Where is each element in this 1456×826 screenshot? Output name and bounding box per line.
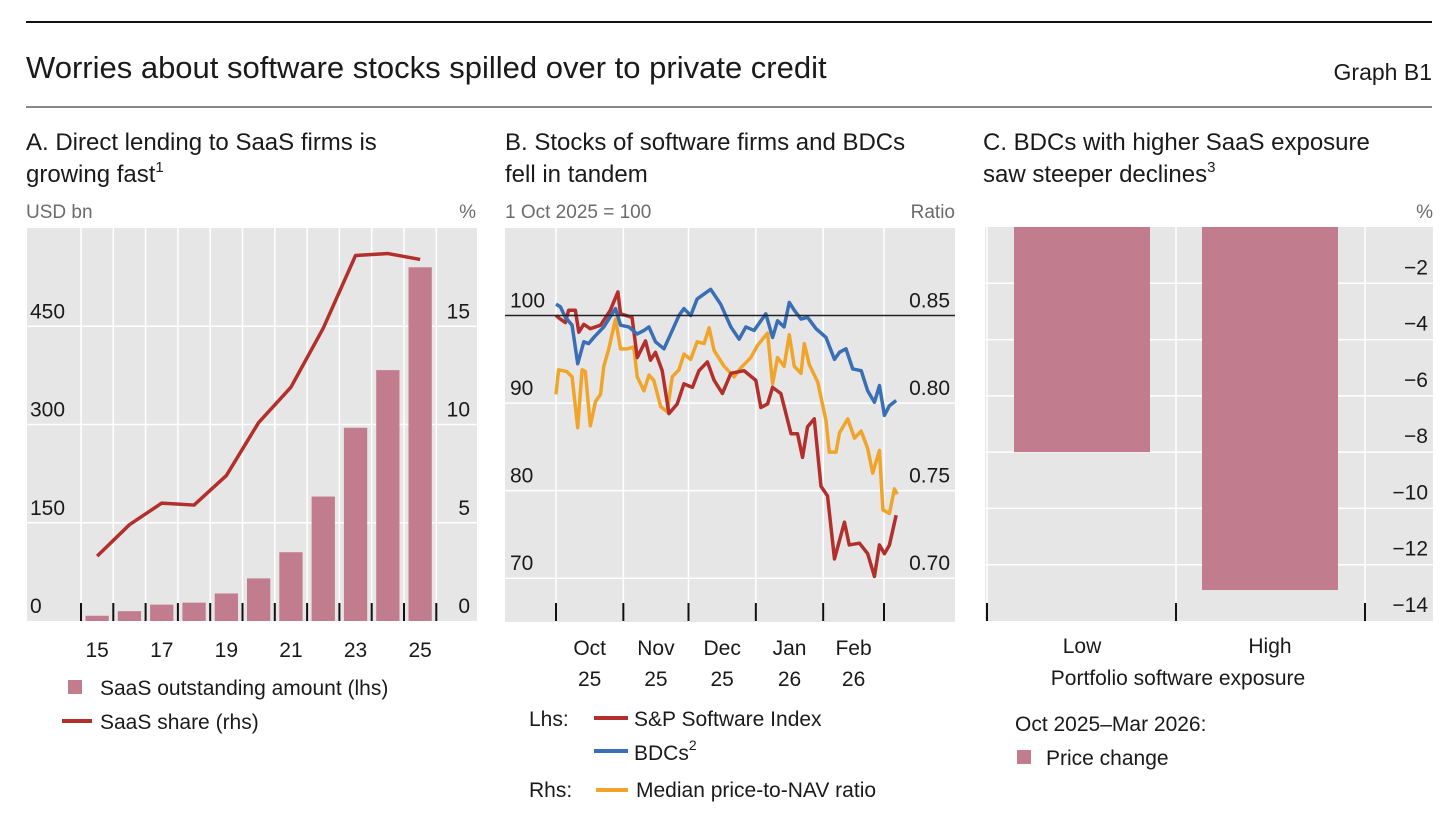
y-left-tick-label: 90: [510, 377, 533, 400]
bar-23: [343, 427, 368, 621]
y-tick-label: −12: [1392, 538, 1428, 561]
bar-24: [376, 370, 400, 621]
y-tick-label: −14: [1392, 594, 1428, 617]
y-left-tick-label: 100: [510, 290, 545, 313]
x-tick-label: 25: [408, 639, 431, 662]
series-line-blue: [555, 287, 898, 418]
panel-b-title-1: B. Stocks of software firms and BDCs: [505, 129, 905, 156]
legend-bar-swatch: [68, 680, 82, 694]
y-left-tick-label: 150: [30, 497, 65, 520]
bar-low: [1014, 227, 1150, 453]
y-right-tick-label: 0.80: [909, 377, 950, 400]
y-tick-label: −6: [1404, 369, 1428, 392]
y-right-tick-label: 0.75: [909, 465, 950, 488]
legend-price-change: Price change: [1046, 747, 1169, 770]
x-year-label: 25: [710, 668, 733, 691]
legend-price-to-nav: Median price-to-NAV ratio: [636, 779, 876, 802]
legend-saas-amount: SaaS outstanding amount (lhs): [100, 677, 388, 700]
bar-22: [311, 496, 335, 621]
bar-18: [182, 602, 206, 621]
panel-c-right-unit: %: [1416, 202, 1433, 223]
panel-b-right-unit: Ratio: [911, 202, 955, 223]
y-tick-label: −8: [1404, 425, 1428, 448]
panel-c-legend-title: Oct 2025–Mar 2026:: [1015, 713, 1206, 736]
bar-19: [214, 593, 238, 621]
legend-rhs-label: Rhs:: [529, 779, 572, 802]
series-line-yellow: [554, 317, 899, 516]
legend-bdcs: BDCs2: [634, 737, 697, 765]
x-year-label: 26: [778, 668, 801, 691]
y-tick-label: −10: [1392, 481, 1428, 504]
y-right-tick-label: 15: [447, 300, 470, 323]
y-right-tick-label: 0.85: [909, 290, 950, 313]
x-year-label: 25: [644, 668, 667, 691]
panel-c-title-2: saw steeper declines3: [983, 159, 1215, 188]
bar-21: [279, 552, 303, 621]
y-tick-label: −4: [1404, 313, 1428, 336]
saas-share-line: [95, 251, 421, 558]
x-category-label: Low: [1063, 635, 1102, 658]
x-category-label: High: [1248, 635, 1291, 658]
x-tick-label: 23: [344, 639, 367, 662]
bar-high: [1202, 227, 1338, 591]
panel-c-title-1: C. BDCs with higher SaaS exposure: [983, 129, 1370, 156]
panel-a-left-unit: USD bn: [26, 202, 93, 223]
panel-b-title-2: fell in tandem: [505, 161, 648, 188]
panel-b-plot-area: [505, 228, 955, 622]
panel-b: B. Stocks of software firms and BDCs fel…: [505, 129, 955, 802]
panel-a-title-2: growing fast1: [26, 159, 164, 188]
legend-price-change-swatch: [1017, 750, 1031, 764]
graph-id: Graph B1: [1334, 59, 1432, 85]
x-tick-label: 21: [279, 639, 302, 662]
y-left-tick-label: 70: [510, 552, 533, 575]
y-right-tick-label: 0: [458, 595, 470, 618]
legend-sp-software: S&P Software Index: [634, 708, 822, 731]
bar-20: [247, 578, 271, 621]
legend-saas-share: SaaS share (rhs): [100, 711, 259, 734]
panel-b-left-unit: 1 Oct 2025 = 100: [505, 202, 651, 223]
x-tick-label: 15: [85, 639, 108, 662]
bar-15: [85, 615, 109, 621]
y-left-tick-label: 0: [30, 595, 42, 618]
x-month-label: Oct: [573, 637, 606, 660]
panel-a-title-1: A. Direct lending to SaaS firms is: [26, 129, 377, 156]
x-tick-label: 19: [215, 639, 238, 662]
y-right-tick-label: 0.70: [909, 552, 950, 575]
x-tick-label: 17: [150, 639, 173, 662]
panel-c-xlabel: Portfolio software exposure: [1051, 667, 1305, 690]
y-left-tick-label: 80: [510, 465, 533, 488]
panel-a-right-unit: %: [459, 202, 476, 223]
panel-c: C. BDCs with higher SaaS exposure saw st…: [983, 129, 1433, 770]
figure-title: Worries about software stocks spilled ov…: [26, 50, 827, 85]
panel-a: A. Direct lending to SaaS firms is growi…: [26, 129, 477, 734]
y-right-tick-label: 10: [447, 399, 470, 422]
x-month-label: Jan: [773, 637, 807, 660]
x-year-label: 25: [578, 668, 601, 691]
bar-16: [117, 611, 142, 621]
bar-17: [150, 604, 174, 621]
legend-lhs-label: Lhs:: [529, 708, 569, 731]
x-month-label: Nov: [637, 637, 675, 660]
y-left-tick-label: 450: [30, 300, 65, 323]
series-line-red: [554, 290, 898, 579]
x-month-label: Feb: [835, 637, 871, 660]
y-right-tick-label: 5: [458, 497, 470, 520]
y-left-tick-label: 300: [30, 399, 65, 422]
bar-25: [408, 267, 432, 621]
x-month-label: Dec: [703, 637, 740, 660]
x-year-label: 26: [842, 668, 865, 691]
y-tick-label: −2: [1404, 256, 1428, 279]
